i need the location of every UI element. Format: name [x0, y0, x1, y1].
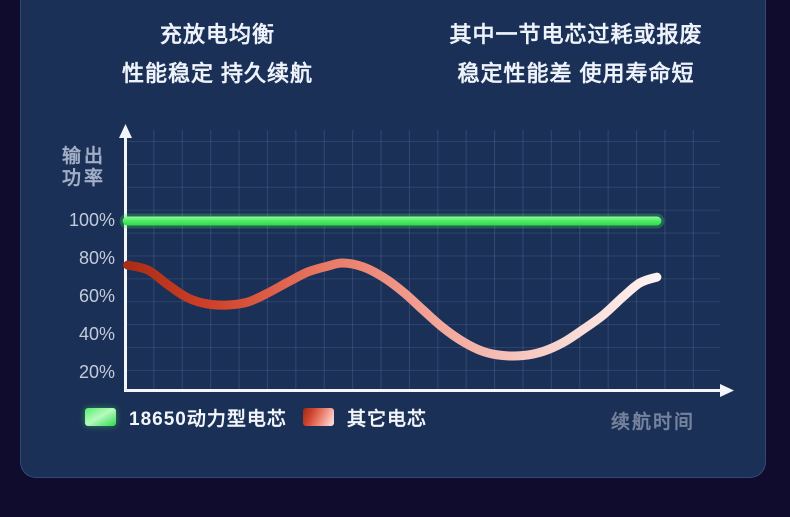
legend-swatch-other [303, 408, 334, 426]
left-title: 充放电均衡 性能稳定 持久续航 [70, 22, 365, 87]
right-title: 其中一节电芯过耗或报废 稳定性能差 使用寿命短 [430, 22, 722, 87]
left-title-line2: 性能稳定 持久续航 [121, 61, 314, 86]
y-tick-label: 100% [68, 210, 115, 230]
y-tick-label: 40% [78, 324, 115, 344]
y-axis-label: 输出功率 [62, 146, 107, 189]
y-tick-label: 20% [78, 362, 115, 382]
right-title-line2: 稳定性能差 使用寿命短 [457, 61, 695, 86]
comparison-panel [20, 0, 766, 478]
legend-label-other: 其它电芯 [347, 408, 428, 430]
right-title-line1: 其中一节电芯过耗或报废 [449, 22, 703, 47]
legend-item-18650: 18650动力型电芯 [85, 406, 287, 430]
chart-grid [125, 130, 720, 392]
legend-label-18650: 18650动力型电芯 [129, 408, 287, 430]
x-axis-label: 续航时间 [610, 412, 695, 433]
y-tick-label: 60% [78, 286, 115, 306]
y-tick-label: 80% [78, 248, 115, 268]
legend-swatch-18650 [85, 408, 116, 426]
legend-item-other: 其它电芯 [303, 406, 428, 430]
left-title-line1: 充放电均衡 [159, 22, 275, 47]
